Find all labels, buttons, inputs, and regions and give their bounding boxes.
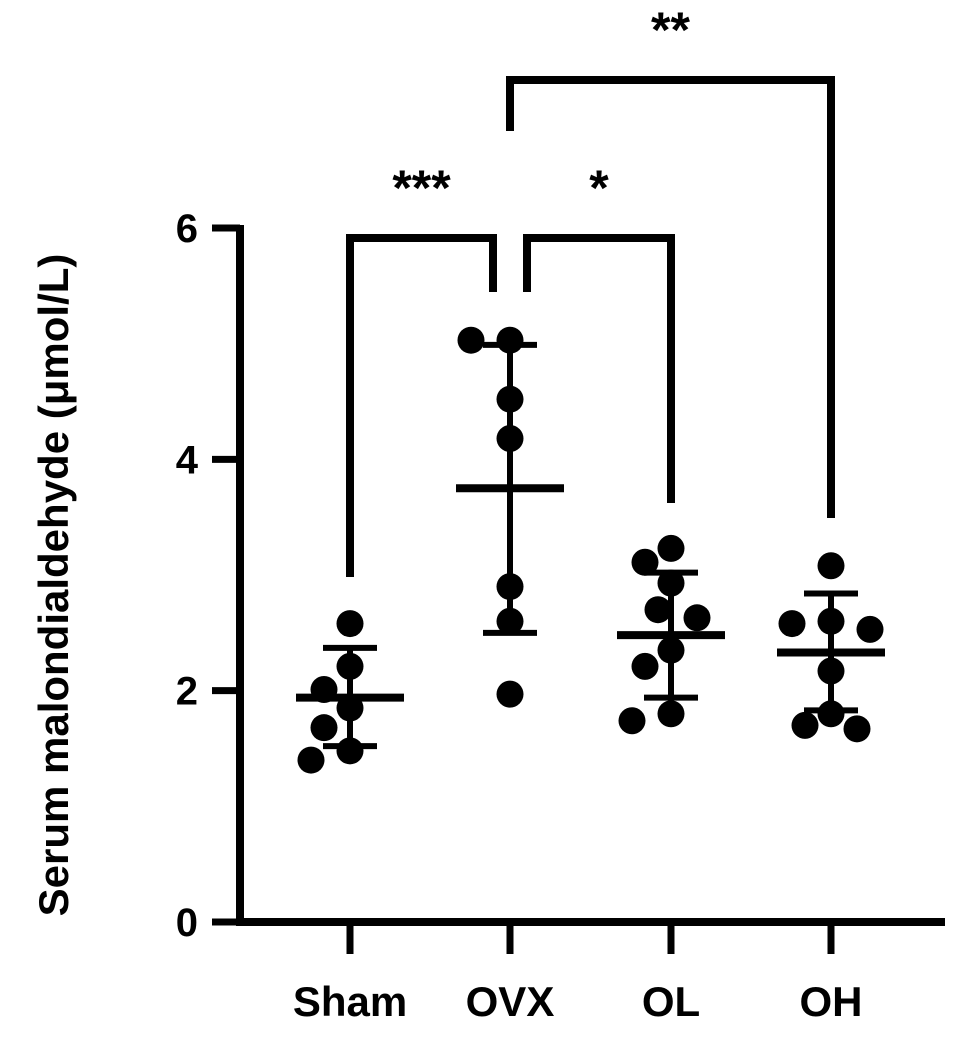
- x-tick-label-ol: OL: [642, 978, 700, 1025]
- data-point-oh: [817, 700, 845, 728]
- data-point-ovx: [496, 680, 524, 708]
- data-point-oh: [817, 552, 845, 580]
- y-tick-label: 6: [176, 207, 198, 251]
- y-tick-label: 2: [176, 670, 198, 714]
- y-tick-label: 4: [176, 438, 199, 482]
- x-tick-label-oh: OH: [800, 978, 863, 1025]
- x-tick-label-ovx: OVX: [466, 978, 555, 1025]
- data-point-ol: [631, 652, 659, 680]
- significance-label: **: [651, 2, 690, 58]
- data-point-oh: [778, 610, 806, 638]
- data-point-ol: [631, 548, 659, 576]
- data-point-oh: [791, 711, 819, 739]
- data-point-oh: [843, 715, 871, 743]
- data-point-sham: [336, 610, 364, 638]
- significance-bracket: [346, 234, 497, 577]
- x-tick-label-sham: Sham: [293, 978, 407, 1025]
- data-point-ol: [644, 596, 672, 624]
- data-point-ol: [618, 707, 646, 735]
- significance-bracket: [523, 234, 675, 503]
- data-point-ol: [657, 700, 685, 728]
- data-point-ovx: [457, 326, 485, 354]
- significance-label: *: [589, 160, 609, 216]
- data-point-ol: [683, 604, 711, 632]
- data-point-sham: [310, 714, 338, 742]
- significance-bracket: [506, 76, 835, 518]
- significance-label: ***: [392, 160, 451, 216]
- data-point-sham: [297, 746, 325, 774]
- y-axis-label: Serum malondialdehyde (μmol/L): [30, 254, 77, 917]
- data-point-ol: [657, 534, 685, 562]
- y-tick-label: 0: [176, 901, 198, 945]
- data-point-oh: [856, 615, 884, 643]
